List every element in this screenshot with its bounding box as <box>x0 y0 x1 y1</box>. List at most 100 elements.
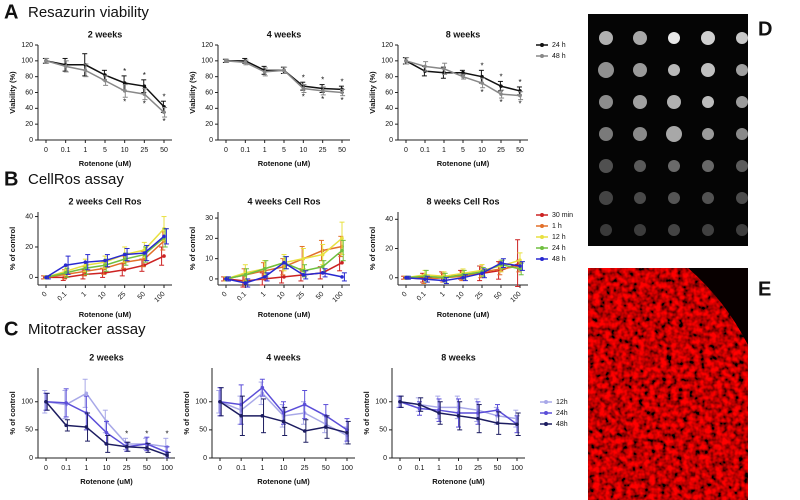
legend-marker <box>540 235 544 239</box>
point <box>104 430 109 435</box>
y-axis-label: Viability (%) <box>368 71 377 114</box>
point <box>103 78 107 83</box>
x-tick-label: 50 <box>315 291 326 302</box>
x-tick-label: 25 <box>140 147 148 154</box>
well <box>634 224 646 236</box>
chart-title: 2 weeks <box>89 352 124 362</box>
x-tick-label: 0.1 <box>420 147 430 154</box>
x-tick-label: 25 <box>497 147 505 154</box>
y-axis-label: % of control <box>182 391 191 434</box>
y-tick-label: 50 <box>199 427 207 434</box>
y-tick-label: 0 <box>209 276 213 283</box>
series-line <box>45 60 165 113</box>
x-tick-label: 1 <box>83 147 87 154</box>
well <box>668 192 680 204</box>
point <box>282 68 286 73</box>
point <box>398 399 402 404</box>
x-tick-label: 50 <box>494 465 502 472</box>
y-tick-label: 100 <box>195 399 207 406</box>
point <box>104 442 109 446</box>
chart-title: 4 weeks <box>266 352 301 362</box>
point <box>103 263 107 268</box>
point <box>243 60 248 65</box>
x-tick-label: 25 <box>474 291 485 302</box>
point <box>64 423 68 428</box>
x-tick-label: 50 <box>160 147 168 154</box>
x-axis-label: Rotenone (uM) <box>258 159 311 168</box>
significance: * <box>518 78 521 87</box>
y-tick-label: 20 <box>385 245 393 252</box>
y-tick-label: 100 <box>381 58 393 65</box>
y-axis-label: % of control <box>368 227 377 270</box>
point <box>320 264 325 269</box>
x-tick-label: 0.1 <box>416 291 428 303</box>
point <box>518 267 522 271</box>
x-tick-label: 100 <box>332 291 345 304</box>
significance: * <box>480 88 483 97</box>
point <box>122 252 127 257</box>
y-tick-label: 20 <box>25 244 33 251</box>
point <box>84 391 89 396</box>
point <box>461 74 465 79</box>
point <box>499 92 503 96</box>
x-tick-label: 100 <box>510 291 523 304</box>
legend-marker <box>540 213 544 217</box>
point <box>340 248 344 253</box>
significance: * <box>340 77 343 86</box>
y-tick-label: 120 <box>201 42 213 49</box>
x-tick-label: 25 <box>123 465 131 472</box>
point <box>456 414 461 418</box>
y-tick-label: 0 <box>209 137 213 144</box>
series-line <box>226 60 343 91</box>
x-tick-label: 0.1 <box>61 465 71 472</box>
y-tick-label: 0 <box>29 274 33 281</box>
point <box>44 275 48 280</box>
chart-title: 4 weeks Cell Ros <box>247 196 320 206</box>
well <box>702 224 714 236</box>
well <box>634 160 646 172</box>
well <box>701 63 715 77</box>
y-axis-label: % of control <box>362 391 371 434</box>
x-tick-label: 100 <box>154 291 167 304</box>
significance: * <box>123 97 126 106</box>
point <box>63 271 68 275</box>
point <box>282 275 286 279</box>
legend-marker <box>540 257 544 261</box>
x-tick-label: 10 <box>299 147 307 154</box>
fluorescence-image <box>588 268 748 500</box>
well <box>633 95 647 109</box>
x-tick-label: 10 <box>455 291 466 302</box>
x-tick-label: 50 <box>322 465 330 472</box>
legend-label: 48h <box>556 421 568 428</box>
x-tick-label: 0 <box>221 291 229 299</box>
x-tick-label: 0 <box>401 291 409 299</box>
significance: * <box>340 96 343 105</box>
point <box>518 264 522 268</box>
point <box>340 236 344 241</box>
legend-marker <box>540 54 544 58</box>
point <box>301 273 306 277</box>
well <box>668 224 680 236</box>
point <box>301 256 306 261</box>
y-tick-label: 40 <box>385 216 393 223</box>
point <box>64 401 68 405</box>
x-axis-label: Rotenone (uM) <box>258 310 311 319</box>
y-tick-label: 40 <box>205 105 213 112</box>
significance: * <box>143 100 146 109</box>
y-tick-label: 10 <box>205 255 213 262</box>
x-tick-label: 50 <box>493 291 504 302</box>
point <box>515 422 519 427</box>
point <box>461 275 465 280</box>
point <box>442 278 446 283</box>
y-tick-label: 120 <box>21 42 33 49</box>
legend-marker <box>544 411 548 415</box>
chart-title: 4 weeks <box>267 29 302 39</box>
x-tick-label: 50 <box>338 147 346 154</box>
point <box>145 446 149 450</box>
x-tick-label: 0 <box>404 147 408 154</box>
significance: * <box>125 429 128 438</box>
x-tick-label: 10 <box>97 291 108 302</box>
point <box>44 59 48 63</box>
point <box>480 271 484 276</box>
significance: * <box>321 95 324 104</box>
